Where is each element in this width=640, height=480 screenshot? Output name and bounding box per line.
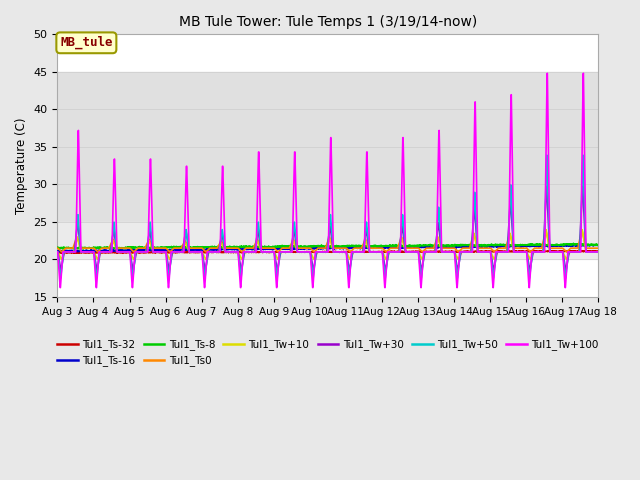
Tul1_Ts0: [578, 227, 586, 233]
Tul1_Ts-8: [205, 244, 212, 250]
Tul1_Ts-8: [547, 242, 554, 248]
Tul1_Ts0: [355, 245, 363, 251]
Tul1_Ts-16: [205, 246, 212, 252]
Tul1_Tw+30: [344, 256, 351, 262]
Bar: [58, 222, 598, 259]
Tul1_Ts-32: [54, 250, 61, 255]
Tul1_Tw+10: [344, 252, 351, 257]
Tul1_Ts0: [58, 249, 65, 255]
Tul1_Tw+100: [543, 71, 551, 76]
Tul1_Ts0: [485, 245, 493, 251]
Tul1_Tw+30: [543, 183, 550, 189]
Tul1_Tw+30: [54, 249, 61, 255]
Title: MB Tule Tower: Tule Temps 1 (3/19/14-now): MB Tule Tower: Tule Temps 1 (3/19/14-now…: [179, 15, 477, 29]
Tul1_Tw+30: [355, 249, 363, 255]
Tul1_Ts-32: [485, 249, 493, 254]
Line: Tul1_Tw+10: Tul1_Tw+10: [58, 230, 598, 259]
Tul1_Tw+10: [547, 249, 554, 255]
Bar: [58, 72, 598, 222]
Tul1_Tw+100: [93, 285, 100, 290]
Tul1_Ts-16: [562, 243, 570, 249]
Tul1_Ts0: [344, 246, 351, 252]
Text: MB_tule: MB_tule: [60, 36, 113, 49]
Tul1_Tw+50: [201, 275, 209, 281]
Tul1_Ts-8: [54, 245, 61, 251]
Tul1_Tw+100: [562, 277, 570, 283]
Tul1_Tw+50: [205, 249, 212, 255]
Tul1_Tw+100: [547, 249, 555, 255]
Tul1_Tw+100: [485, 249, 493, 255]
Line: Tul1_Ts-32: Tul1_Ts-32: [58, 251, 598, 253]
Tul1_Tw+10: [562, 255, 570, 261]
Tul1_Ts0: [562, 248, 570, 254]
Tul1_Ts-16: [355, 245, 363, 251]
Tul1_Tw+30: [485, 249, 493, 255]
Tul1_Ts-16: [485, 244, 493, 250]
Tul1_Ts-32: [344, 249, 351, 255]
Tul1_Tw+100: [54, 249, 61, 255]
Tul1_Tw+30: [562, 267, 570, 273]
Tul1_Ts-8: [595, 242, 602, 248]
Tul1_Ts0: [595, 245, 602, 251]
Tul1_Ts-32: [547, 249, 554, 254]
Line: Tul1_Tw+100: Tul1_Tw+100: [58, 73, 598, 288]
Tul1_Ts-8: [562, 241, 570, 247]
Tul1_Tw+10: [93, 256, 101, 262]
Tul1_Ts-32: [562, 248, 570, 254]
Tul1_Tw+10: [595, 249, 602, 255]
Tul1_Ts-8: [485, 243, 493, 249]
Tul1_Ts-32: [595, 248, 602, 254]
Line: Tul1_Ts0: Tul1_Ts0: [58, 230, 598, 252]
Tul1_Ts-16: [77, 249, 84, 255]
Tul1_Ts0: [54, 245, 61, 251]
Tul1_Tw+30: [205, 250, 212, 255]
Tul1_Tw+10: [54, 249, 61, 255]
Tul1_Ts-16: [54, 249, 61, 254]
Y-axis label: Temperature (C): Temperature (C): [15, 118, 28, 214]
Legend: Tul1_Ts-32, Tul1_Ts-16, Tul1_Ts-8, Tul1_Ts0, Tul1_Tw+10, Tul1_Tw+30, Tul1_Tw+50,: Tul1_Ts-32, Tul1_Ts-16, Tul1_Ts-8, Tul1_…: [53, 335, 603, 371]
Tul1_Ts0: [205, 247, 212, 252]
Tul1_Tw+50: [562, 273, 570, 279]
Tul1_Tw+100: [595, 249, 602, 255]
Tul1_Ts-8: [570, 240, 577, 246]
Tul1_Tw+30: [547, 249, 555, 255]
Tul1_Tw+50: [547, 249, 555, 255]
Tul1_Ts-16: [595, 242, 602, 248]
Tul1_Tw+50: [485, 249, 493, 255]
Tul1_Tw+30: [595, 249, 602, 255]
Tul1_Tw+100: [355, 249, 363, 255]
Tul1_Ts-8: [59, 246, 67, 252]
Tul1_Ts-32: [205, 249, 212, 255]
Line: Tul1_Tw+30: Tul1_Tw+30: [58, 186, 598, 270]
Tul1_Tw+100: [205, 249, 212, 255]
Tul1_Ts-32: [575, 248, 583, 253]
Tul1_Tw+50: [543, 152, 550, 158]
Tul1_Tw+100: [344, 266, 351, 272]
Line: Tul1_Ts-8: Tul1_Ts-8: [58, 243, 598, 249]
Tul1_Ts-16: [344, 245, 351, 251]
Tul1_Tw+50: [344, 259, 351, 265]
Tul1_Ts-32: [58, 251, 65, 256]
Tul1_Ts-8: [355, 243, 363, 249]
Tul1_Tw+10: [579, 227, 586, 233]
Tul1_Ts-16: [547, 243, 554, 249]
Tul1_Tw+50: [54, 249, 61, 255]
Tul1_Ts-8: [344, 242, 351, 248]
Line: Tul1_Tw+50: Tul1_Tw+50: [58, 155, 598, 278]
Tul1_Tw+10: [485, 249, 493, 255]
Tul1_Tw+10: [355, 249, 363, 255]
Tul1_Tw+50: [595, 249, 602, 255]
Tul1_Ts-32: [355, 249, 363, 255]
Tul1_Tw+10: [205, 251, 212, 256]
Tul1_Tw+50: [355, 249, 363, 255]
Tul1_Ts-16: [582, 241, 589, 247]
Line: Tul1_Ts-16: Tul1_Ts-16: [58, 244, 598, 252]
Tul1_Tw+30: [129, 267, 137, 273]
Tul1_Ts0: [547, 245, 554, 251]
